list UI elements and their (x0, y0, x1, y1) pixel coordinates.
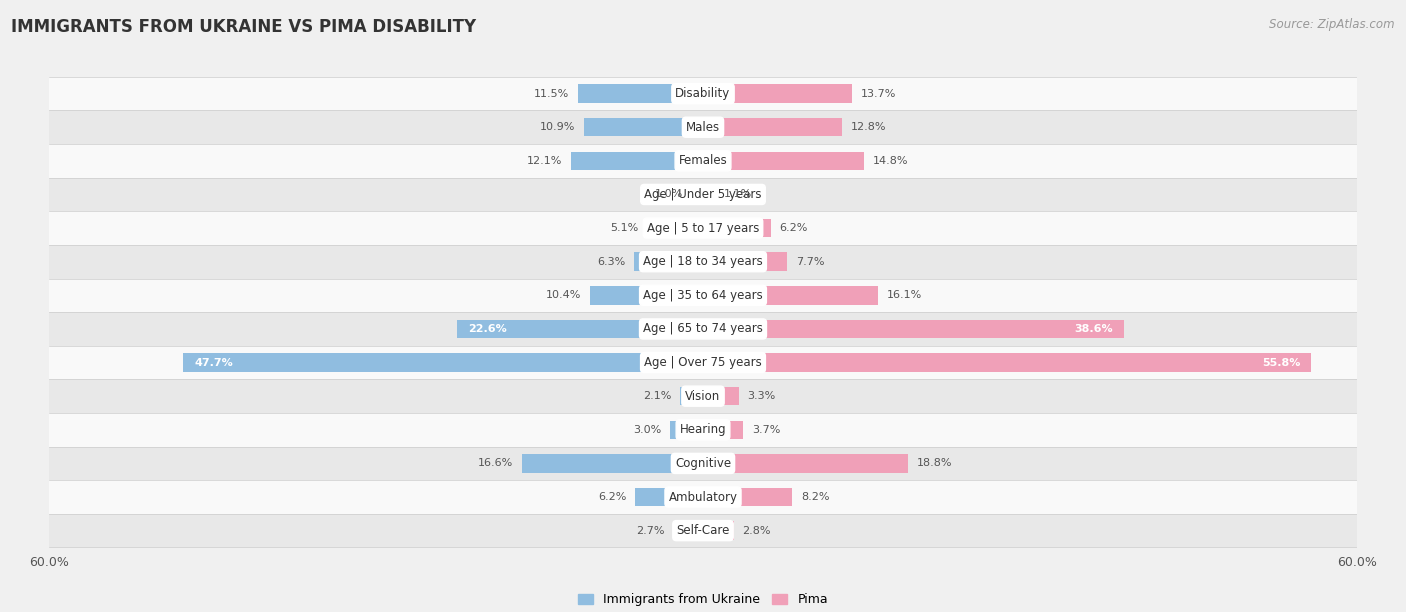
Text: 3.7%: 3.7% (752, 425, 780, 435)
Bar (49, 110, 1357, 144)
Text: Ambulatory: Ambulatory (668, 490, 738, 504)
Text: Age | Over 75 years: Age | Over 75 years (644, 356, 762, 369)
Text: Age | 18 to 34 years: Age | 18 to 34 years (643, 255, 763, 268)
Text: Source: ZipAtlas.com: Source: ZipAtlas.com (1270, 18, 1395, 31)
Text: 13.7%: 13.7% (860, 89, 897, 99)
Bar (49, 346, 1357, 379)
Text: Males: Males (686, 121, 720, 134)
Text: Vision: Vision (685, 390, 721, 403)
Text: 6.3%: 6.3% (598, 256, 626, 267)
Bar (703, 219, 770, 237)
Bar (647, 219, 703, 237)
Text: Self-Care: Self-Care (676, 524, 730, 537)
Text: 16.1%: 16.1% (887, 290, 922, 300)
Bar (703, 454, 908, 472)
Bar (703, 286, 879, 305)
Bar (585, 118, 703, 136)
Text: Age | 35 to 64 years: Age | 35 to 64 years (643, 289, 763, 302)
Bar (703, 319, 1123, 338)
Bar (578, 84, 703, 103)
Text: 6.2%: 6.2% (599, 492, 627, 502)
Bar (49, 245, 1357, 278)
Bar (49, 514, 1357, 548)
Bar (703, 84, 852, 103)
Bar (703, 353, 1310, 371)
Bar (703, 488, 793, 506)
Text: 6.2%: 6.2% (779, 223, 807, 233)
Bar (703, 387, 740, 405)
Text: Hearing: Hearing (679, 424, 727, 436)
Bar (703, 420, 744, 439)
Bar (634, 252, 703, 271)
Text: 12.1%: 12.1% (527, 156, 562, 166)
Bar (703, 185, 716, 204)
Bar (49, 379, 1357, 413)
Bar (636, 488, 703, 506)
Text: 47.7%: 47.7% (194, 357, 233, 368)
Bar (49, 177, 1357, 211)
Text: Cognitive: Cognitive (675, 457, 731, 470)
Text: 1.1%: 1.1% (724, 190, 752, 200)
Bar (457, 319, 703, 338)
Bar (49, 480, 1357, 514)
Text: Age | 65 to 74 years: Age | 65 to 74 years (643, 323, 763, 335)
Bar (49, 312, 1357, 346)
Bar (703, 118, 842, 136)
Legend: Immigrants from Ukraine, Pima: Immigrants from Ukraine, Pima (572, 588, 834, 611)
Text: 7.7%: 7.7% (796, 256, 824, 267)
Bar (522, 454, 703, 472)
Bar (571, 152, 703, 170)
Bar (703, 252, 787, 271)
Text: 16.6%: 16.6% (478, 458, 513, 468)
Text: 55.8%: 55.8% (1261, 357, 1301, 368)
Bar (671, 420, 703, 439)
Text: 8.2%: 8.2% (801, 492, 830, 502)
Text: 10.9%: 10.9% (540, 122, 575, 132)
Bar (49, 211, 1357, 245)
Bar (183, 353, 703, 371)
Text: 3.0%: 3.0% (633, 425, 662, 435)
Bar (49, 76, 1357, 110)
Bar (692, 185, 703, 204)
Bar (589, 286, 703, 305)
Text: 3.3%: 3.3% (748, 391, 776, 401)
Text: 1.0%: 1.0% (655, 190, 683, 200)
Text: 38.6%: 38.6% (1074, 324, 1112, 334)
Bar (49, 278, 1357, 312)
Bar (49, 413, 1357, 447)
Text: 12.8%: 12.8% (851, 122, 887, 132)
Text: 22.6%: 22.6% (468, 324, 506, 334)
Text: Disability: Disability (675, 87, 731, 100)
Text: 2.1%: 2.1% (643, 391, 672, 401)
Text: 10.4%: 10.4% (546, 290, 581, 300)
Text: 18.8%: 18.8% (917, 458, 952, 468)
Bar (49, 144, 1357, 177)
Text: 11.5%: 11.5% (534, 89, 569, 99)
Text: 14.8%: 14.8% (873, 156, 908, 166)
Text: Females: Females (679, 154, 727, 167)
Bar (703, 152, 865, 170)
Text: Age | Under 5 years: Age | Under 5 years (644, 188, 762, 201)
Bar (681, 387, 703, 405)
Bar (49, 447, 1357, 480)
Bar (703, 521, 734, 540)
Text: 5.1%: 5.1% (610, 223, 638, 233)
Text: Age | 5 to 17 years: Age | 5 to 17 years (647, 222, 759, 234)
Bar (673, 521, 703, 540)
Text: IMMIGRANTS FROM UKRAINE VS PIMA DISABILITY: IMMIGRANTS FROM UKRAINE VS PIMA DISABILI… (11, 18, 477, 36)
Text: 2.8%: 2.8% (742, 526, 770, 536)
Text: 2.7%: 2.7% (637, 526, 665, 536)
